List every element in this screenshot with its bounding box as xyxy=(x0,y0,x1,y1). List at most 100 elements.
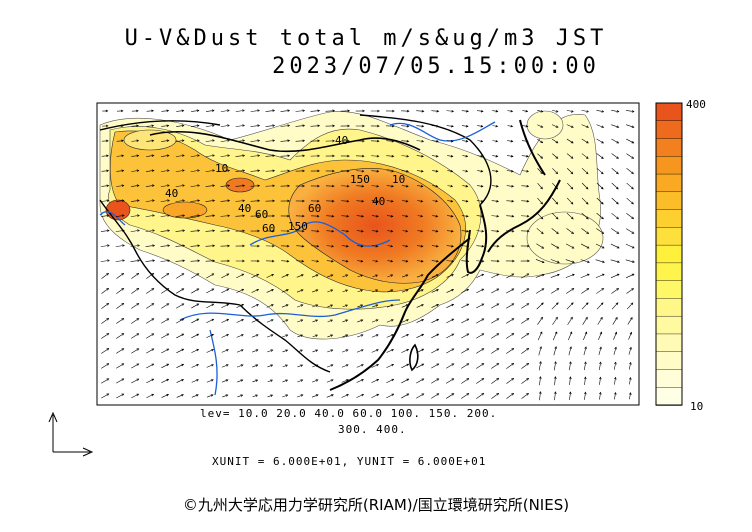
wind-vector xyxy=(160,215,170,217)
coastline-china xyxy=(329,237,471,391)
wind-vector xyxy=(146,110,154,112)
wind-vector xyxy=(522,110,528,112)
wind-vector-head xyxy=(195,394,199,397)
wind-vector-head xyxy=(569,331,573,335)
wind-vector xyxy=(341,349,349,353)
wind-vector-head xyxy=(390,199,394,203)
wind-vector-head xyxy=(361,393,365,397)
wind-vector-head xyxy=(541,288,545,291)
wind-vector-head xyxy=(257,154,261,158)
wind-vector xyxy=(371,185,379,187)
wind-vector-head xyxy=(182,259,186,263)
wind-vector xyxy=(250,140,260,142)
wind-vector xyxy=(220,110,230,112)
wind-vector-head xyxy=(242,124,245,127)
wind-vector-head xyxy=(212,244,216,248)
wind-vector-head xyxy=(553,391,557,395)
wind-vector-head xyxy=(106,154,109,158)
wind-vector xyxy=(613,347,617,355)
wind-vector xyxy=(416,334,424,338)
wind-vector-head xyxy=(317,124,321,128)
wind-vector xyxy=(266,304,274,308)
wind-vector xyxy=(221,334,229,338)
wind-vector xyxy=(116,273,124,279)
wind-vector-head xyxy=(614,346,617,350)
wind-vector-head xyxy=(211,318,215,322)
wind-vector xyxy=(237,379,243,383)
wind-vector xyxy=(537,124,543,128)
wind-vector xyxy=(596,124,604,128)
wind-vector xyxy=(447,215,453,217)
wind-vector-head xyxy=(285,304,289,307)
wind-vector xyxy=(401,289,409,293)
wind-vector xyxy=(175,155,185,157)
wind-vector-head xyxy=(465,199,469,203)
wind-vector xyxy=(191,318,199,324)
wind-vector-head xyxy=(106,348,110,351)
wind-vector-field xyxy=(100,109,635,401)
wind-vector-head xyxy=(586,288,590,291)
wind-vector-head xyxy=(227,154,231,157)
wind-vector-head xyxy=(391,363,395,367)
wind-vector-head xyxy=(196,318,200,322)
wind-vector xyxy=(250,110,260,112)
wind-vector xyxy=(252,379,258,383)
wind-vector xyxy=(506,215,514,217)
wind-vector-head xyxy=(555,201,559,205)
wind-vector-head xyxy=(181,288,185,291)
wind-vector xyxy=(327,304,333,308)
wind-vector-head xyxy=(511,348,515,351)
wind-vector xyxy=(130,245,140,247)
wind-vector-head xyxy=(286,244,290,248)
wind-vector-head xyxy=(481,229,485,233)
wind-vector-head xyxy=(632,260,635,263)
wind-vector xyxy=(191,303,199,309)
wind-vector-head xyxy=(375,244,379,248)
wind-vector-head xyxy=(226,334,229,337)
wind-vector xyxy=(175,230,185,232)
wind-vector-head xyxy=(151,139,155,143)
wind-vector xyxy=(598,331,602,341)
wind-vector xyxy=(476,245,484,247)
wind-vector-head xyxy=(390,274,394,277)
wind-vector xyxy=(116,303,124,309)
wind-vector xyxy=(176,318,184,324)
wind-vector xyxy=(506,378,514,384)
wind-vector-head xyxy=(287,169,291,173)
wind-vector xyxy=(100,245,110,247)
wind-vector xyxy=(491,303,499,309)
wind-vector xyxy=(312,334,318,338)
wind-vector xyxy=(175,215,185,217)
wind-vector-head xyxy=(301,259,305,263)
wind-vector-head xyxy=(181,139,185,142)
wind-vector-head xyxy=(302,199,305,203)
wind-vector-head xyxy=(257,229,260,233)
wind-vector-head xyxy=(435,244,439,248)
wind-vector-head xyxy=(481,378,485,381)
wind-vector xyxy=(537,138,543,144)
wind-vector xyxy=(357,274,363,278)
wind-vector xyxy=(191,364,199,368)
wind-vector xyxy=(235,200,245,202)
wind-vector-head xyxy=(571,231,574,235)
wind-vector-head xyxy=(466,273,470,277)
wind-vector xyxy=(507,110,513,112)
wind-vector-head xyxy=(331,184,335,188)
wind-vector-head xyxy=(136,109,139,113)
wind-vector-head xyxy=(569,361,572,365)
wind-vector xyxy=(220,185,230,187)
wind-vector xyxy=(417,230,423,232)
wind-vector xyxy=(250,170,260,172)
wind-vector xyxy=(461,348,469,354)
wind-vector xyxy=(281,304,289,308)
wind-vector-head xyxy=(225,364,229,367)
wind-vector xyxy=(566,212,574,220)
wind-vector-head xyxy=(600,201,604,205)
wind-vector xyxy=(446,245,454,247)
wind-vector xyxy=(175,170,185,172)
wind-vector xyxy=(280,155,290,157)
wind-vector-head xyxy=(420,169,424,173)
copyright-notice: ©九州大学応用力学研究所(RIAM)/国立環境研究所(NIES) xyxy=(182,496,570,514)
wind-vector-head xyxy=(406,393,410,396)
wind-vector-head xyxy=(242,259,245,263)
